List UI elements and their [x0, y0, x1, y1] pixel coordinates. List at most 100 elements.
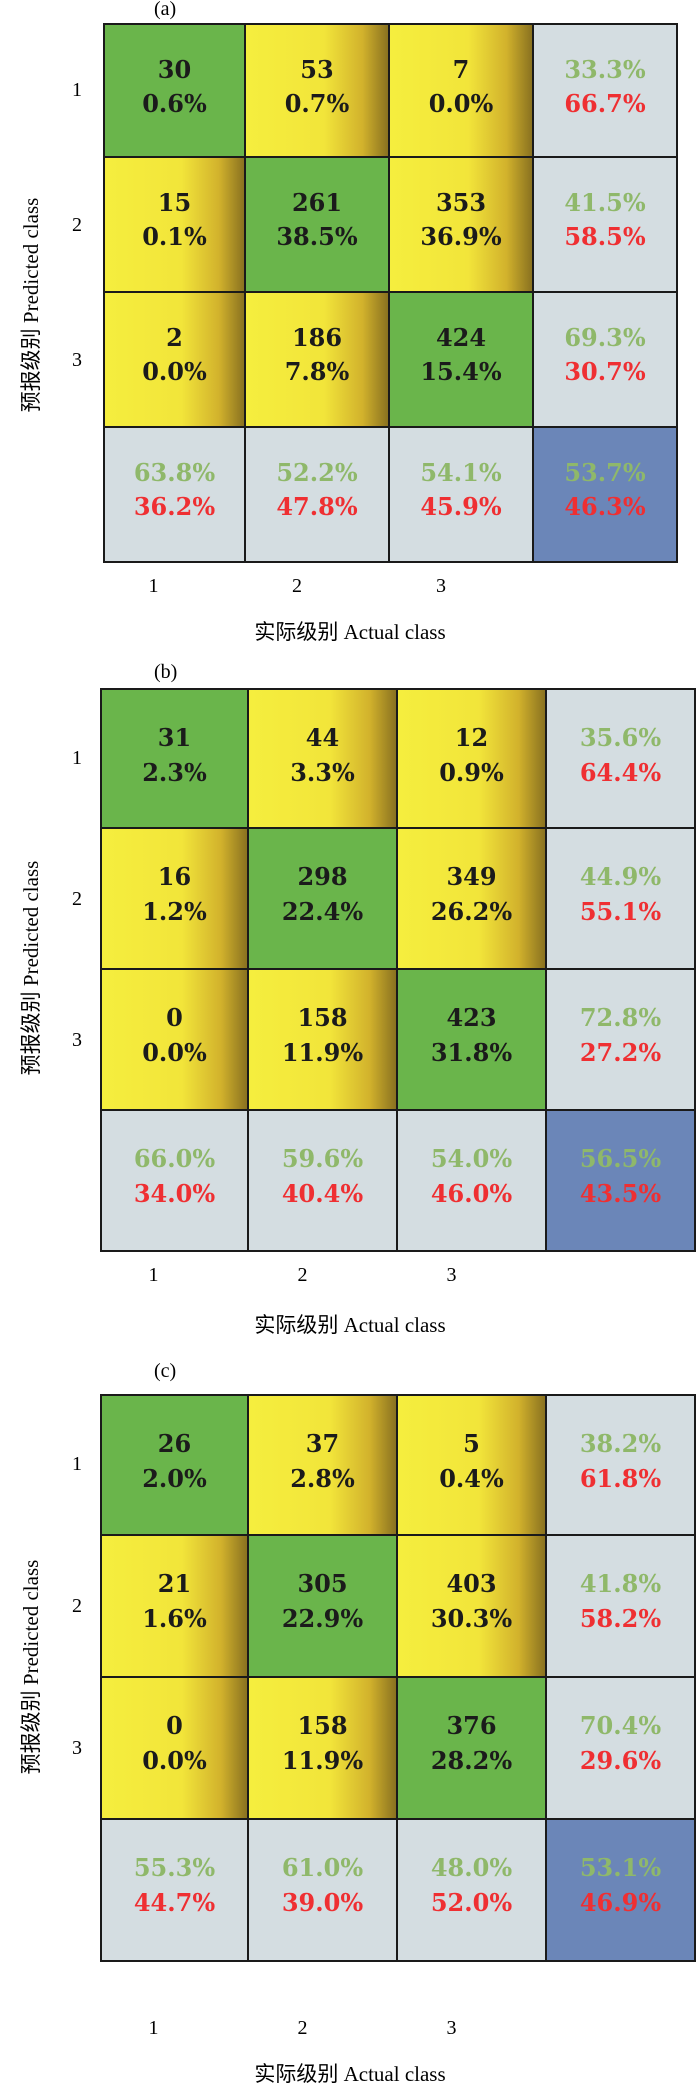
column-summary-cell: 66.0% 34.0%	[100, 1109, 249, 1252]
column-tick-label: 3	[446, 1264, 457, 1286]
y-axis-label: 预报级别 Predicted class	[19, 860, 43, 1076]
cell-percent: 3.3%	[290, 758, 355, 787]
cell-value: 424	[435, 323, 487, 352]
matrix-cell: 26 2.0%	[100, 1394, 249, 1536]
matrix-cell: 2 0.0%	[103, 291, 246, 428]
row-tick-label: 1	[72, 1453, 82, 1475]
column-tick-label: 1	[148, 2017, 159, 2039]
cell-percent: 2.8%	[290, 1464, 355, 1493]
cell-value: 31	[157, 723, 192, 752]
cell-percent: 38.5%	[276, 222, 358, 251]
cell-value: 70.4%	[579, 1711, 662, 1740]
matrix-cell: 16 1.2%	[100, 827, 249, 970]
cell-value: 35.6%	[579, 723, 662, 752]
cell-value: 53.1%	[579, 1853, 662, 1882]
cell-percent: 58.5%	[564, 222, 646, 251]
cell-percent: 1.2%	[142, 897, 207, 926]
column-tick-label: 2	[297, 2017, 308, 2039]
row-summary-cell: 72.8% 27.2%	[545, 968, 696, 1111]
row-summary-cell: 38.2% 61.8%	[545, 1394, 696, 1536]
column-tick-label: 3	[436, 575, 446, 597]
panel-label: (c)	[154, 1360, 177, 1382]
overall-accuracy-cell: 53.1% 46.9%	[545, 1818, 696, 1962]
cell-value: 7	[452, 55, 470, 84]
column-summary-cell: 54.0% 46.0%	[396, 1109, 547, 1252]
cell-percent: 0.0%	[142, 357, 207, 386]
row-summary-cell: 35.6% 64.4%	[545, 688, 696, 829]
cell-percent: 34.0%	[133, 1179, 216, 1208]
cell-value: 72.8%	[579, 1003, 662, 1032]
cell-percent: 29.6%	[579, 1746, 662, 1775]
cell-value: 59.6%	[281, 1144, 364, 1173]
y-axis-label: 预报级别 Predicted class	[19, 1559, 43, 1775]
cell-percent: 0.4%	[439, 1464, 504, 1493]
cell-value: 63.8%	[133, 458, 216, 487]
cell-value: 52.2%	[276, 458, 358, 487]
cell-value: 423	[446, 1003, 497, 1032]
cell-value: 38.2%	[579, 1429, 662, 1458]
cell-percent: 40.4%	[281, 1179, 364, 1208]
confusion-matrix-c: (c) 预报级别 Predicted class 26 2.0% 37 2.8% 5 0.…	[0, 1360, 700, 2086]
matrix-cell: 7 0.0%	[388, 23, 534, 158]
matrix-cell: 158 11.9%	[247, 968, 398, 1111]
panel-label: (a)	[154, 0, 177, 20]
column-summary-cell: 55.3% 44.7%	[100, 1818, 249, 1962]
cell-percent: 22.9%	[281, 1604, 364, 1633]
cell-value: 44.9%	[579, 862, 662, 891]
cell-value: 186	[291, 323, 343, 352]
matrix-cell: 298 22.4%	[247, 827, 398, 970]
matrix-cell: 12 0.9%	[396, 688, 547, 829]
cell-percent: 36.9%	[420, 222, 502, 251]
cell-value: 53.7%	[564, 458, 646, 487]
cell-percent: 64.4%	[579, 758, 662, 787]
row-tick-label: 1	[72, 746, 82, 769]
cell-value: 16	[157, 862, 192, 891]
cell-value: 298	[297, 862, 348, 891]
matrix-cell: 44 3.3%	[247, 688, 398, 829]
matrix-cell: 305 22.9%	[247, 1534, 398, 1678]
cell-value: 5	[463, 1429, 480, 1458]
cell-percent: 11.9%	[281, 1038, 364, 1067]
cell-value: 26	[157, 1429, 192, 1458]
row-summary-cell: 70.4% 29.6%	[545, 1676, 696, 1820]
cell-value: 33.3%	[564, 55, 646, 84]
matrix-cell: 158 11.9%	[247, 1676, 398, 1820]
cell-percent: 46.9%	[579, 1888, 662, 1917]
column-summary-cell: 52.2% 47.8%	[244, 426, 390, 563]
row-tick-label: 3	[72, 1028, 82, 1051]
cell-percent: 39.0%	[281, 1888, 364, 1917]
matrix-cell: 53 0.7%	[244, 23, 390, 158]
y-axis-label: 预报级别 Predicted class	[19, 197, 43, 413]
row-tick-label: 1	[72, 78, 82, 101]
cell-percent: 1.6%	[142, 1604, 207, 1633]
cell-percent: 46.3%	[564, 492, 646, 521]
cell-percent: 7.8%	[284, 357, 350, 386]
matrix-cell: 5 0.4%	[396, 1394, 547, 1536]
cell-value: 2	[166, 323, 183, 352]
matrix-cell: 0 0.0%	[100, 968, 249, 1111]
column-tick-label: 3	[446, 2017, 457, 2039]
cell-percent: 30.3%	[430, 1604, 513, 1633]
cell-percent: 61.8%	[579, 1464, 662, 1493]
cell-value: 53	[300, 55, 334, 84]
matrix-cell: 349 26.2%	[396, 827, 547, 970]
cell-percent: 2.3%	[142, 758, 207, 787]
cell-percent: 52.0%	[430, 1888, 513, 1917]
cell-value: 158	[297, 1711, 348, 1740]
cell-percent: 44.7%	[133, 1888, 216, 1917]
matrix-cell: 15 0.1%	[103, 156, 246, 293]
row-summary-cell: 41.8% 58.2%	[545, 1534, 696, 1678]
panel-label: (b)	[154, 661, 178, 683]
cell-value: 66.0%	[133, 1144, 216, 1173]
row-tick-label: 2	[72, 1595, 82, 1617]
cell-value: 48.0%	[430, 1853, 513, 1882]
cell-percent: 55.1%	[579, 897, 662, 926]
cell-percent: 11.9%	[281, 1746, 364, 1775]
x-axis-label: 实际级别 Actual class	[254, 620, 446, 644]
cell-value: 56.5%	[579, 1144, 662, 1173]
cell-percent: 30.7%	[564, 357, 646, 386]
cell-value: 61.0%	[281, 1853, 364, 1882]
matrix-cell: 423 31.8%	[396, 968, 547, 1111]
confusion-matrix-a: (a) 预报级别 Predicted class 30 0.6% 53 0.7% 7 0.…	[0, 0, 700, 690]
overall-accuracy-cell: 53.7% 46.3%	[532, 426, 678, 563]
